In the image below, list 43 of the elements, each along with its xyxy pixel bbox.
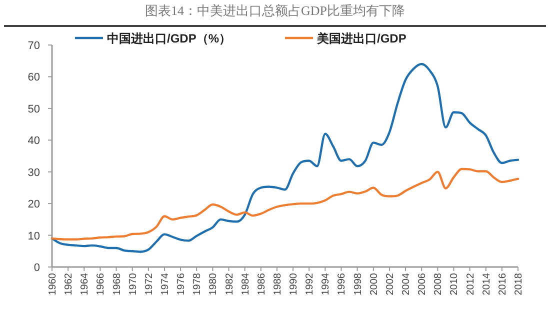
x-tick-label: 2008 [433, 272, 444, 296]
x-tick-label: 2012 [465, 272, 476, 296]
y-tick-label: 20 [28, 198, 40, 211]
x-tick-label: 2006 [417, 272, 428, 296]
x-tick-label: 1984 [240, 272, 252, 296]
x-tick-label: 1992 [304, 272, 316, 296]
x-tick-label: 1962 [64, 272, 75, 296]
y-tick-label: 30 [28, 166, 40, 179]
x-tick-label: 1966 [96, 272, 107, 296]
x-tick-label: 1990 [288, 272, 300, 296]
x-tick-label: 1978 [192, 272, 204, 296]
x-tick-label: 2004 [401, 272, 412, 296]
x-tick-label: 1964 [80, 272, 91, 296]
x-tick-label: 2000 [368, 272, 380, 296]
x-tick-label: 1980 [208, 272, 220, 296]
y-tick-label: 70 [28, 40, 40, 52]
y-tick-label: 0 [34, 262, 40, 274]
x-tick-label: 2018 [514, 272, 524, 296]
y-tick-label: 40 [28, 135, 40, 148]
x-tick-label: 1988 [272, 272, 284, 296]
x-tick-label: 1960 [48, 272, 58, 296]
x-tick-label: 1974 [160, 272, 171, 296]
y-tick-label: 60 [28, 72, 40, 84]
x-tick-label: 1998 [352, 272, 364, 296]
legend-label: 美国进出口/GDP [316, 32, 406, 46]
x-tick-label: 1972 [144, 272, 155, 296]
line-series [50, 168, 520, 241]
x-tick-label: 2014 [481, 272, 492, 296]
x-tick-label: 2016 [497, 272, 508, 296]
x-tick-label: 2002 [384, 272, 396, 296]
legend-label: 中国进出口/GDP（%） [107, 32, 232, 46]
x-tick-label: 2010 [449, 272, 460, 296]
x-tick-label: 1968 [112, 272, 123, 296]
x-tick-label: 1970 [128, 272, 139, 296]
x-tick-label: 1986 [256, 272, 268, 296]
x-tick-label: 1982 [224, 272, 236, 296]
x-tick-label: 1994 [320, 272, 332, 296]
y-tick-label: 50 [28, 103, 40, 116]
y-tick-label: 10 [28, 230, 40, 242]
line-series [50, 62, 520, 253]
chart-title: 图表14：中美进出口总额占GDP比重均有下降 [144, 3, 406, 18]
x-tick-label: 1976 [176, 272, 188, 296]
x-tick-label: 1996 [336, 272, 348, 296]
